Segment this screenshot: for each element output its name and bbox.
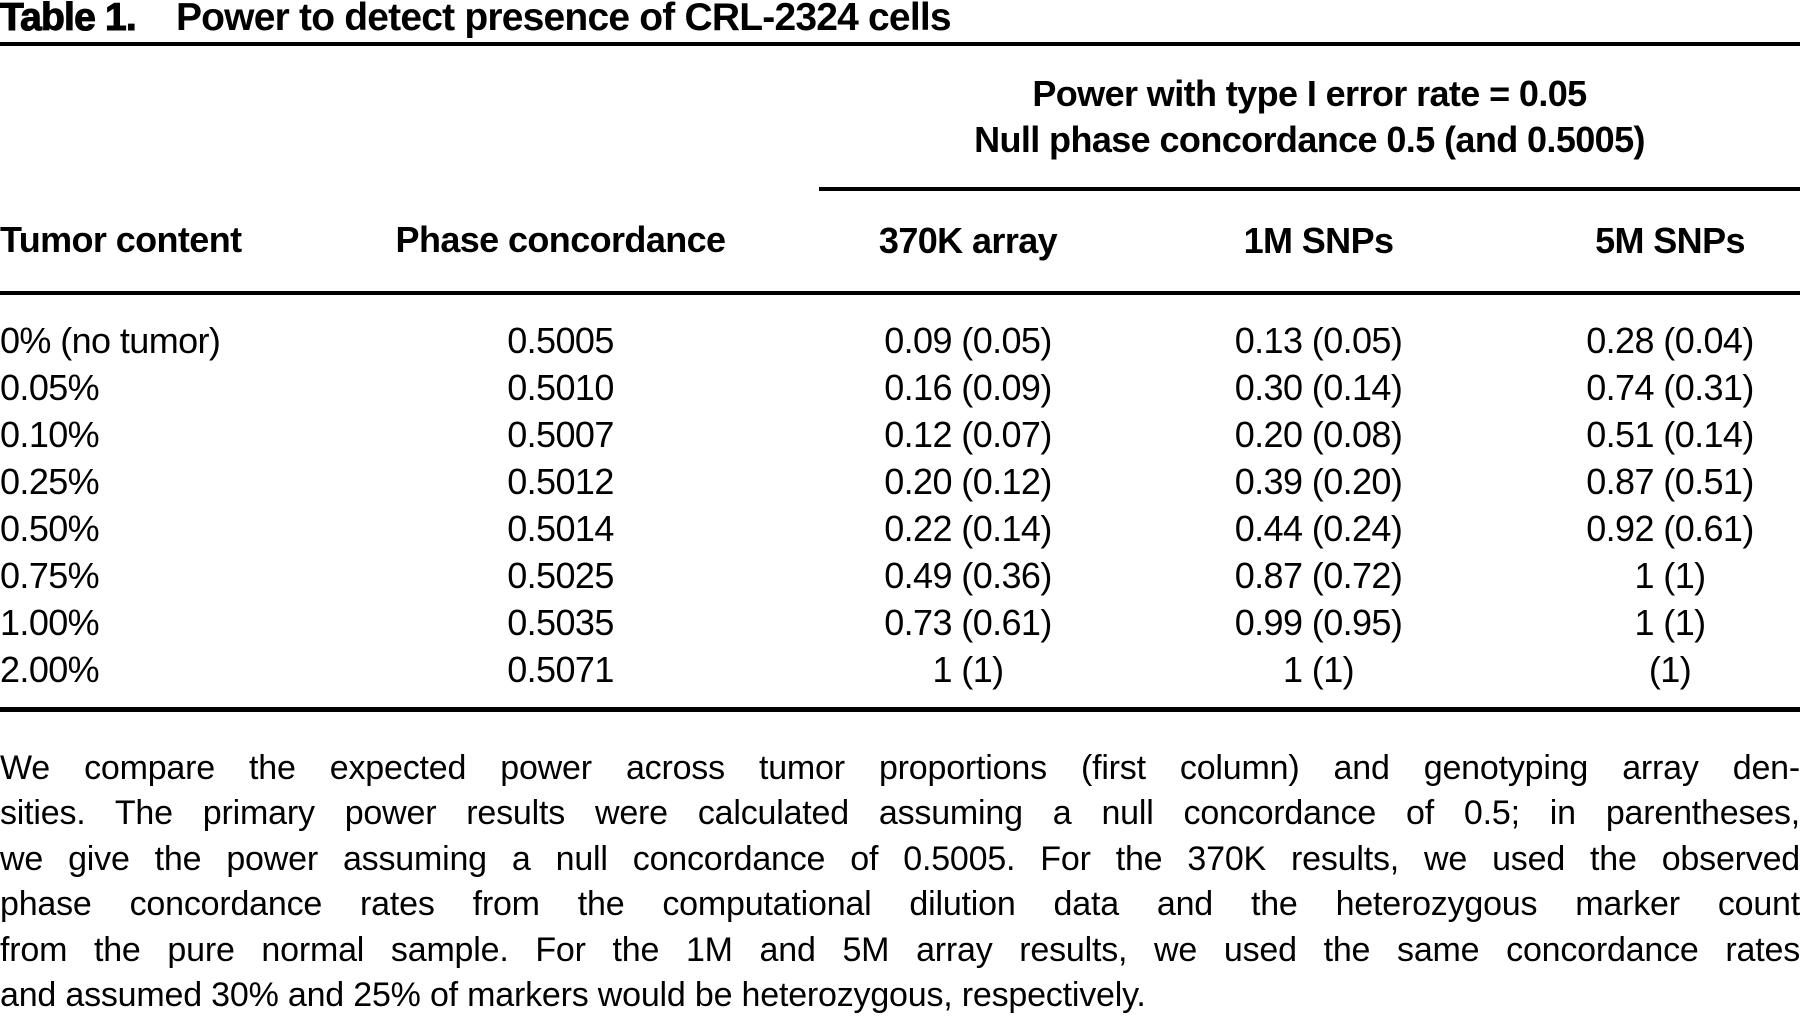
footnote-line: from the pure normal sample. For the 1M … [0, 930, 1800, 969]
spanner-line-2: Null phase concordance 0.5 (and 0.5005) [974, 118, 1645, 160]
cell-power-5m: 0.51 (0.14) [1586, 413, 1754, 455]
cell-phase-concordance: 0.5035 [507, 601, 614, 643]
cell-phase-concordance: 0.5025 [507, 554, 614, 596]
table-row: 2.00% 0.5071 1 (1) 1 (1) (1) [0, 646, 1800, 710]
cell-power-370k: 0.09 (0.05) [884, 319, 1052, 361]
table-row: 0.50% 0.5014 0.22 (0.14) 0.44 (0.24) 0.9… [0, 505, 1800, 552]
cell-power-1m: 0.39 (0.20) [1234, 460, 1403, 502]
table-title: Table 1. Power to detect presence of CRL… [0, 0, 1800, 42]
power-spanner-header: Power with type I error rate = 0.05 Null… [819, 44, 1800, 191]
cell-power-5m: (1) [1648, 648, 1692, 690]
cell-tumor-content: 0.75% [0, 554, 100, 596]
cell-tumor-content: 1.00% [0, 601, 100, 643]
column-header-5m-snps: 5M SNPs [1494, 189, 1800, 295]
table-row: 0.10% 0.5007 0.12 (0.07) 0.20 (0.08) 0.5… [0, 411, 1800, 458]
cell-power-1m: 0.13 (0.05) [1234, 319, 1403, 361]
cell-power-1m: 0.87 (0.72) [1234, 554, 1403, 596]
cell-phase-concordance: 0.5010 [507, 366, 614, 408]
cell-tumor-content: 0.25% [0, 460, 100, 502]
table-title-text: Power to detect presence of CRL-2324 cel… [175, 0, 952, 39]
cell-phase-concordance: 0.5014 [507, 507, 614, 549]
table-row: 0.05% 0.5010 0.16 (0.09) 0.30 (0.14) 0.7… [0, 364, 1800, 411]
power-table: Power with type I error rate = 0.05 Null… [0, 42, 1800, 712]
table-number-label: Table 1. [0, 0, 137, 40]
column-header-tumor-content: Tumor content [0, 189, 342, 295]
cell-power-5m: 0.92 (0.61) [1586, 507, 1754, 549]
cell-tumor-content: 2.00% [0, 648, 100, 690]
cell-power-370k: 0.22 (0.14) [884, 507, 1052, 549]
cell-phase-concordance: 0.5012 [507, 460, 614, 502]
cell-power-1m: 0.20 (0.08) [1234, 413, 1403, 455]
spanner-line-1: Power with type I error rate = 0.05 [1032, 72, 1587, 114]
cell-power-370k: 0.49 (0.36) [884, 554, 1052, 596]
table-row: 1.00% 0.5035 0.73 (0.61) 0.99 (0.95) 1 (… [0, 599, 1800, 646]
cell-tumor-content: 0% (no tumor) [0, 319, 221, 361]
cell-power-1m: 0.30 (0.14) [1234, 366, 1403, 408]
cell-power-5m: 0.87 (0.51) [1586, 460, 1754, 502]
cell-power-5m: 1 (1) [1634, 601, 1706, 643]
spanner-spacer [342, 44, 819, 189]
column-header-row: Tumor content Phase concordance 370K arr… [0, 189, 1800, 295]
table-footnote: We compare the expected power across tum… [0, 746, 1800, 1018]
cell-power-370k: 0.20 (0.12) [884, 460, 1052, 502]
cell-power-1m: 0.99 (0.95) [1234, 601, 1403, 643]
footnote-line: we give the power assuming a null concor… [0, 839, 1800, 878]
column-header-370k-array: 370K array [819, 189, 1143, 295]
cell-power-370k: 0.12 (0.07) [884, 413, 1052, 455]
footnote-line: and assumed 30% and 25% of markers would… [0, 976, 1146, 1015]
cell-power-370k: 0.73 (0.61) [884, 601, 1052, 643]
cell-power-1m: 0.44 (0.24) [1234, 507, 1403, 549]
cell-tumor-content: 0.10% [0, 413, 100, 455]
column-header-phase-concordance: Phase concordance [342, 189, 819, 295]
cell-phase-concordance: 0.5071 [507, 648, 614, 690]
cell-power-5m: 0.74 (0.31) [1586, 366, 1754, 408]
spanner-spacer [0, 44, 342, 189]
cell-phase-concordance: 0.5005 [507, 319, 614, 361]
cell-power-1m: 1 (1) [1282, 648, 1355, 690]
table-row: 0.25% 0.5012 0.20 (0.12) 0.39 (0.20) 0.8… [0, 458, 1800, 505]
table-row: 0.75% 0.5025 0.49 (0.36) 0.87 (0.72) 1 (… [0, 552, 1800, 599]
column-header-1m-snps: 1M SNPs [1143, 189, 1494, 295]
table-row: 0% (no tumor) 0.5005 0.09 (0.05) 0.13 (0… [0, 293, 1800, 364]
cell-power-370k: 0.16 (0.09) [884, 366, 1052, 408]
cell-power-370k: 1 (1) [932, 648, 1004, 690]
spanner-header-row: Power with type I error rate = 0.05 Null… [0, 44, 1800, 191]
cell-power-5m: 1 (1) [1634, 554, 1706, 596]
cell-tumor-content: 0.05% [0, 366, 100, 408]
footnote-line: phase concordance rates from the computa… [0, 885, 1800, 924]
cell-tumor-content: 0.50% [0, 507, 100, 549]
cell-power-5m: 0.28 (0.04) [1586, 319, 1754, 361]
footnote-line: We compare the expected power across tum… [0, 749, 1800, 787]
footnote-line: sities. The primary power results were c… [0, 794, 1800, 833]
cell-phase-concordance: 0.5007 [507, 413, 614, 455]
